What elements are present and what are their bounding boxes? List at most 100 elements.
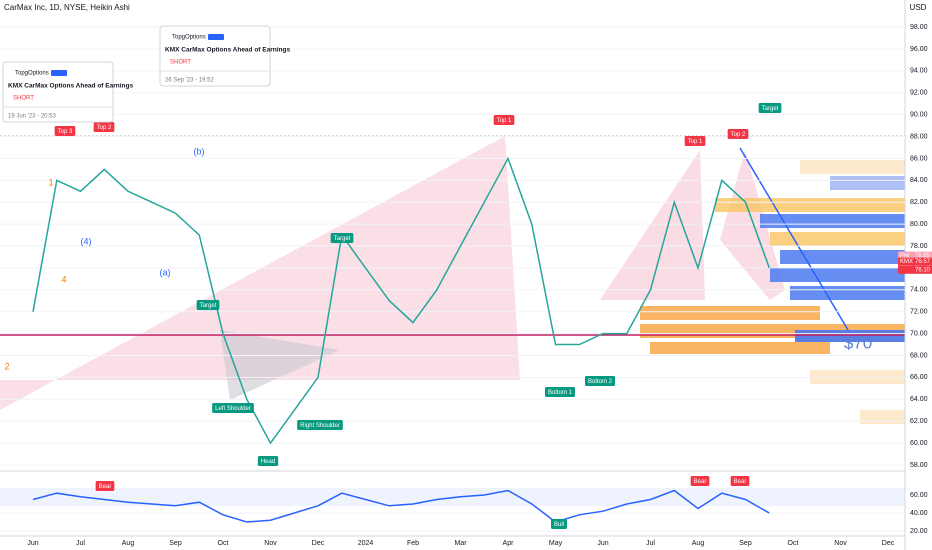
pattern-label-text: Top 2 (97, 125, 112, 131)
x-tick-label: Oct (788, 540, 799, 547)
rsi-label: Bear (95, 481, 115, 491)
pattern-label: Top 1 (684, 136, 706, 146)
pattern-label-box (684, 136, 706, 146)
projection-line (739, 147, 849, 331)
pattern-label: Target (196, 300, 220, 310)
x-tick-label: Jun (27, 540, 38, 547)
currency: USD (910, 3, 927, 12)
pattern-label-box (297, 420, 343, 430)
x-tick-label: Apr (503, 540, 515, 547)
price-tag (898, 265, 932, 274)
rsi-label-text: Bear (694, 479, 707, 485)
price-tag (898, 257, 932, 266)
x-tick-label: May (549, 540, 563, 547)
pattern-label-text: Target (334, 236, 351, 242)
idea-date: 19 Jun '23 - 20:53 (8, 114, 57, 120)
pattern-label: Top 2 (93, 122, 115, 132)
pattern-label-box (330, 233, 354, 243)
pattern-label: Target (758, 103, 782, 113)
y-tick-label: 62.00 (910, 418, 928, 425)
pattern-label-box (758, 103, 782, 113)
y-tick-label: 82.00 (910, 199, 928, 206)
wave-label: 2 (4, 361, 9, 371)
rsi-label-text: Bull (554, 522, 564, 528)
pattern-label-text: Head (261, 459, 275, 465)
idea-card: TopgOptions KMX CarMax Options Ahead of E… (159, 25, 290, 87)
x-tick-label: Dec (882, 540, 895, 547)
rsi-label-text: Bear (734, 479, 747, 485)
triangle-pattern (720, 150, 785, 300)
y-tick-label: 78.00 (910, 243, 928, 250)
pattern-label: Top 2 (727, 129, 749, 139)
x-tick-label: 2024 (358, 540, 374, 547)
pattern-label-box (727, 129, 749, 139)
idea-date: 26 Sep '23 - 19:52 (165, 78, 215, 84)
rsi-label-text: Bear (99, 484, 112, 490)
x-tick-label: Jul (646, 540, 655, 547)
pattern-label-box (212, 403, 254, 413)
y-tick-label: 90.00 (910, 111, 928, 118)
pattern-label-box (196, 300, 220, 310)
pattern-label-text: Bottom 2 (588, 379, 613, 385)
pattern-label-box (257, 456, 279, 466)
pattern-label: Top 3 (54, 126, 76, 136)
idea-brand: TopgOptions (15, 71, 49, 77)
pattern-label-text: Top 1 (497, 118, 512, 124)
price-tag-name: KMX (900, 259, 913, 265)
price-tag-label: 76.57 (915, 259, 931, 265)
idea-title: KMX CarMax Options Ahead of Earnings (8, 83, 133, 90)
x-tick-label: Nov (834, 540, 847, 547)
y-tick-label: 92.00 (910, 90, 928, 97)
idea-side: SHORT (170, 60, 191, 66)
pattern-label-text: Bottom 1 (548, 390, 573, 396)
pattern-label-text: Target (762, 106, 779, 112)
x-tick-label: Jul (76, 540, 85, 547)
chart-title: CarMax Inc, 1D, NYSE, Heikin Ashi (4, 3, 130, 12)
y-tick-label: 98.00 (910, 24, 928, 31)
pattern-label: Target (330, 233, 354, 243)
wave-label: (a) (160, 267, 171, 277)
rsi-label-box (95, 481, 115, 491)
pattern-label-box (493, 115, 515, 125)
pattern-label: Left Shoulder (212, 403, 254, 413)
y-tick-label: 40.00 (910, 510, 928, 517)
pattern-label-text: Right Shoulder (300, 423, 340, 429)
wave-label: (b) (194, 146, 205, 156)
y-tick-label: 94.00 (910, 68, 928, 75)
idea-side: SHORT (13, 96, 34, 102)
price-tag (898, 251, 932, 260)
x-tick-label: Mar (454, 540, 467, 547)
x-tick-label: Dec (312, 540, 325, 547)
y-tick-label: 20.00 (910, 528, 928, 535)
idea-badge (208, 34, 224, 40)
x-tick-label: Sep (169, 540, 182, 547)
y-tick-label: 66.00 (910, 374, 928, 381)
idea-card: TopgOptions KMX CarMax Options Ahead of E… (2, 61, 133, 123)
pattern-label-box (584, 376, 616, 386)
head-shoulders-zone (220, 330, 340, 400)
pattern-label: Bottom 1 (544, 387, 576, 397)
x-tick-label: Oct (218, 540, 229, 547)
pattern-label-box (54, 126, 76, 136)
rsi-label-box (730, 476, 750, 486)
series-line (32, 156, 771, 445)
y-tick-label: 88.00 (910, 133, 928, 140)
y-tick-label: 70.00 (910, 330, 928, 337)
pattern-label: Bottom 2 (584, 376, 616, 386)
x-tick-label: Aug (692, 540, 705, 547)
wave-label: (4) (81, 236, 92, 246)
y-tick-label: 80.00 (910, 221, 928, 228)
y-tick-label: 64.00 (910, 396, 928, 403)
idea-brand: TopgOptions (172, 35, 206, 41)
rsi-label: Bear (690, 476, 710, 486)
price-tag-label: 76.85 (915, 253, 931, 259)
rsi-label-box (550, 519, 568, 529)
y-tick-label: 74.00 (910, 287, 928, 294)
rsi-label: Bear (730, 476, 750, 486)
x-tick-label: Jun (597, 540, 608, 547)
y-tick-label: 58.00 (910, 462, 928, 469)
rsi-label-box (690, 476, 710, 486)
price-tag-label: 76.10 (915, 267, 931, 273)
x-tick-label: Nov (264, 540, 277, 547)
price-tag-name: Pre (900, 253, 910, 259)
